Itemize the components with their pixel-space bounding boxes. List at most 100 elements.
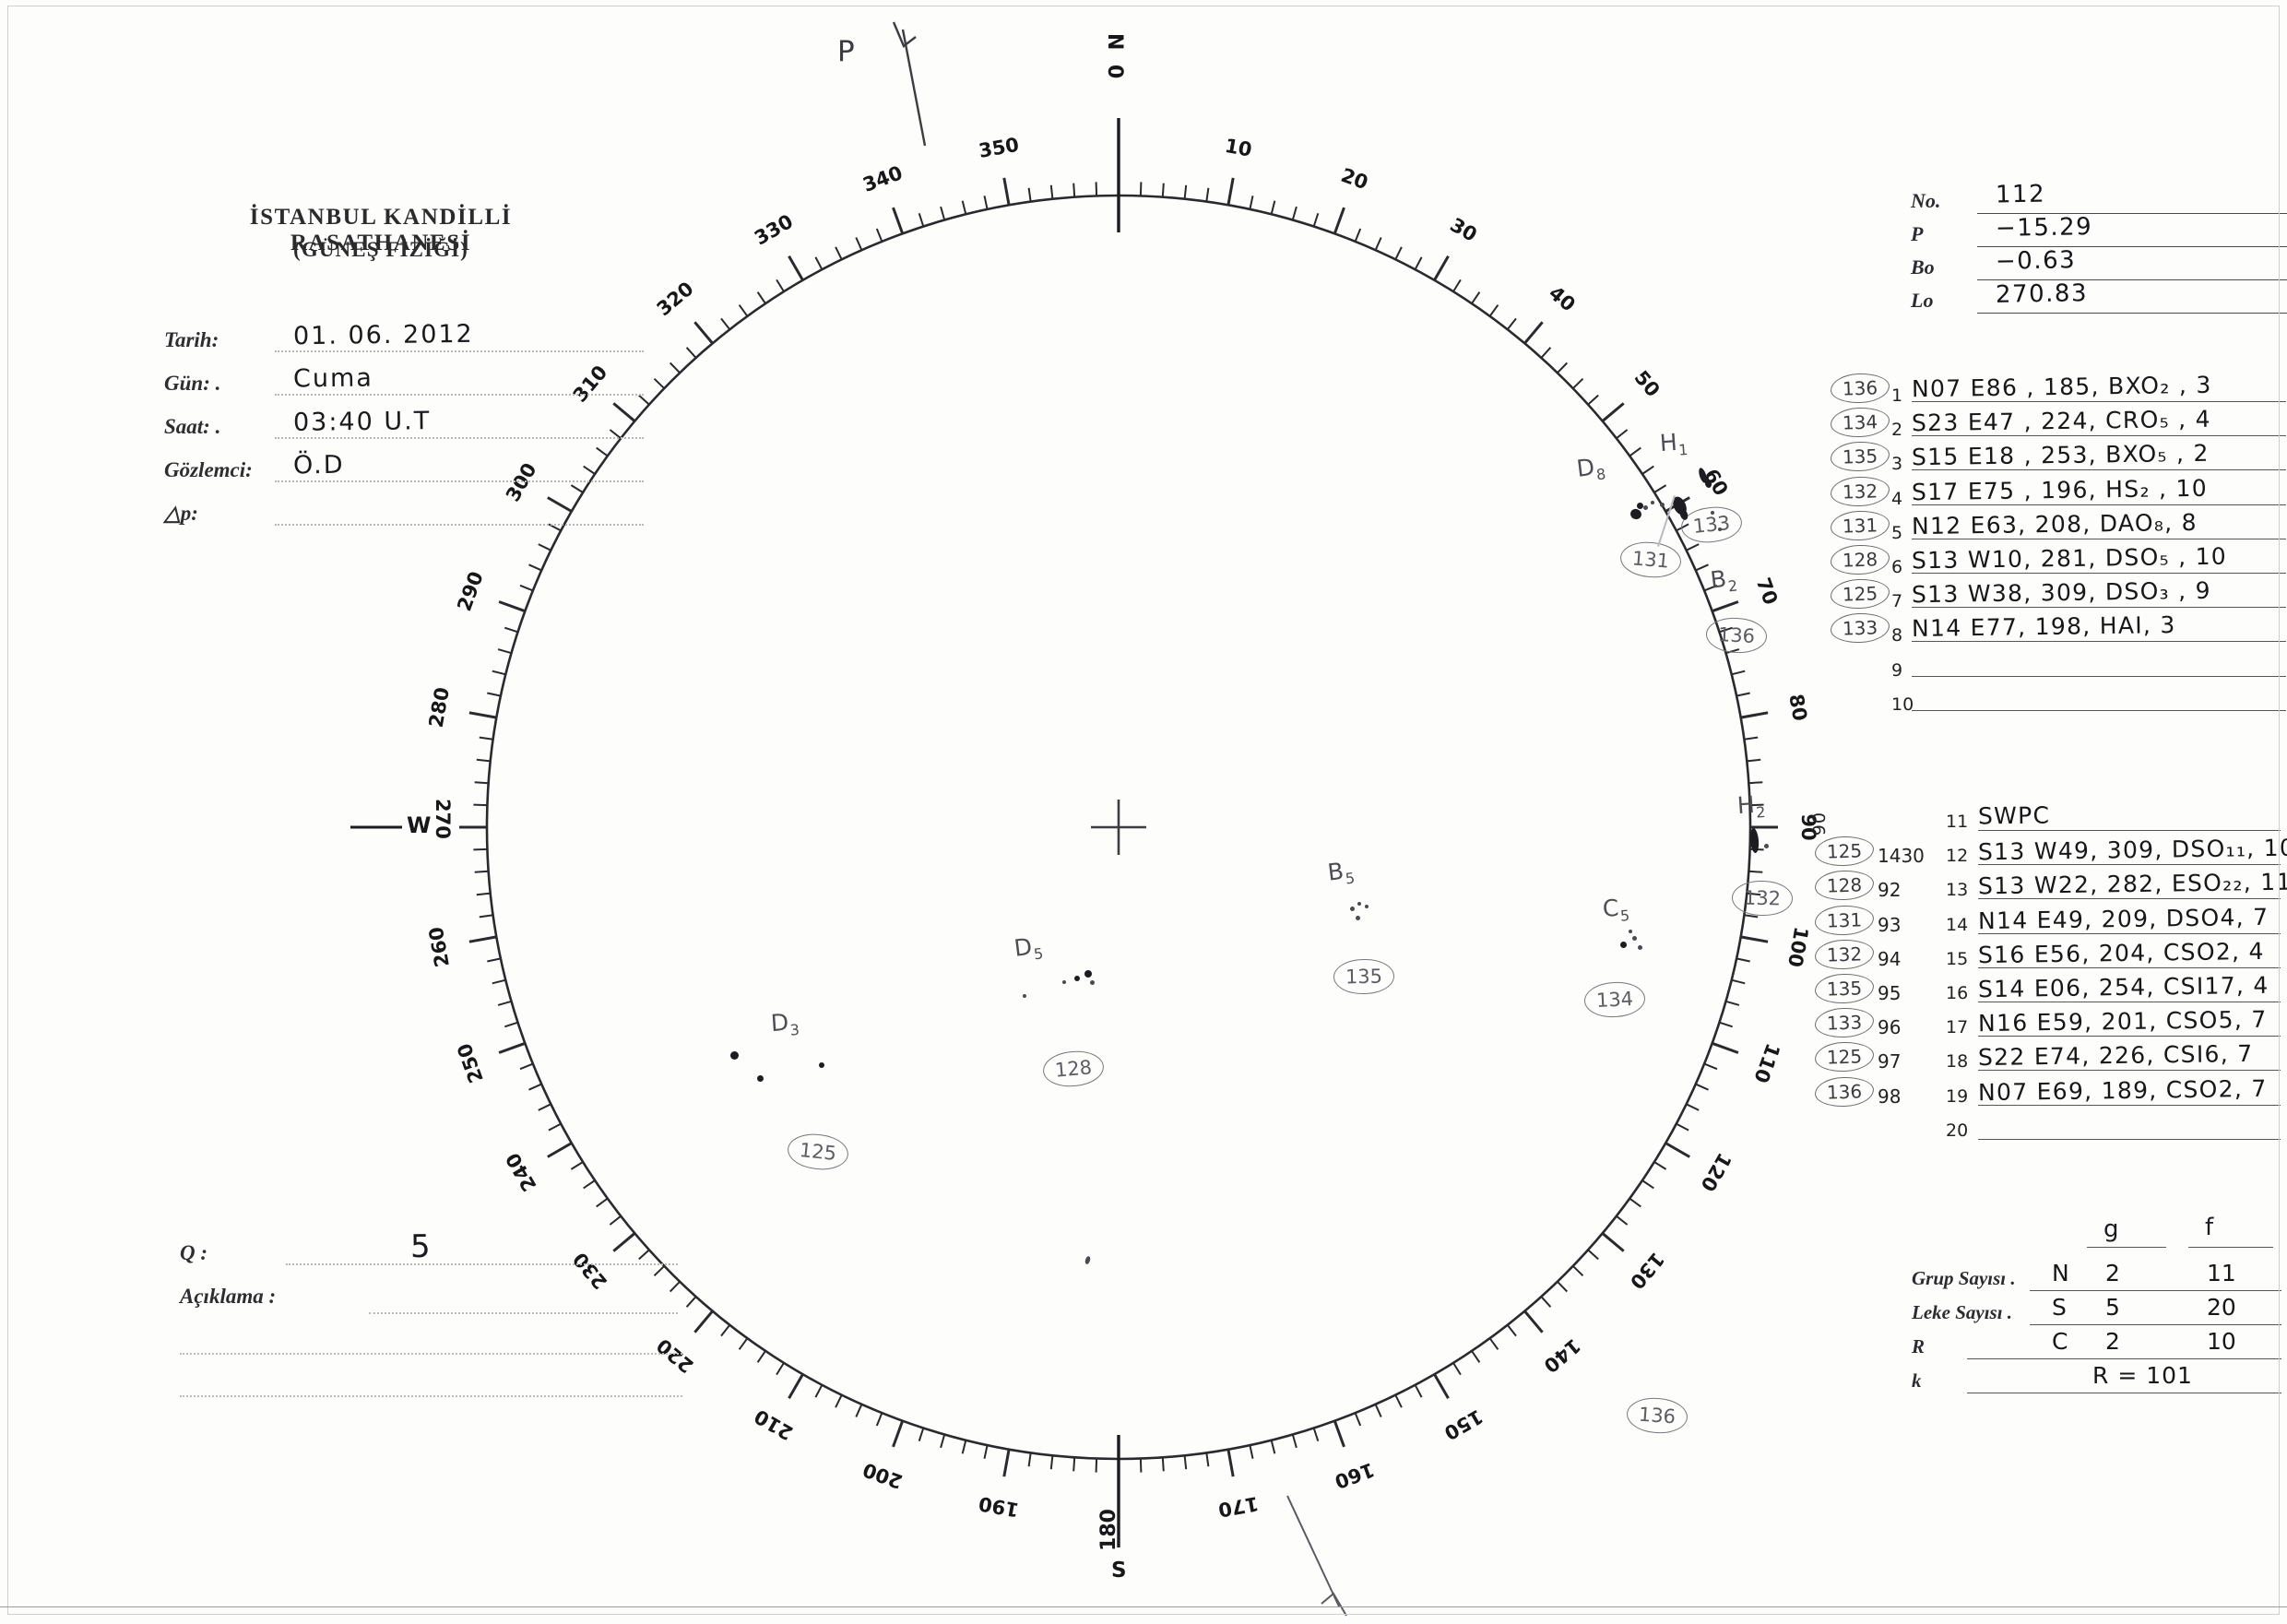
position-angle-arrow-south — [1286, 1495, 1347, 1617]
table-row: 125 7 S13 W38, 309, DSO₃ , 9 — [1830, 576, 2286, 613]
ephemeris-value-1[interactable]: −15.29 — [1995, 213, 2093, 243]
summary-hemisphere-0[interactable]: N — [2052, 1260, 2069, 1286]
group-number-badge[interactable]: 131 — [1814, 904, 1875, 936]
group-number-badge[interactable]: 131 — [1830, 509, 1890, 541]
row-entry-text[interactable]: S13 W38, 309, DSO₃ , 9 — [1911, 576, 2212, 609]
summary-g-0[interactable]: 2 — [2105, 1260, 2120, 1286]
swpc-number: 98 — [1878, 1085, 1902, 1108]
form-value-1[interactable]: Cuma — [292, 363, 373, 394]
sunspot-mark — [1357, 902, 1361, 906]
group-number-badge[interactable]: 136 — [1830, 372, 1890, 405]
form-value-2[interactable]: 03:40 U.T — [292, 407, 432, 437]
row-entry-text[interactable]: S13 W10, 281, DSO₅ , 10 — [1911, 542, 2228, 575]
row-entry-text[interactable]: N14 E49, 209, DSO4, 7 — [1977, 903, 2269, 934]
row-index: 5 — [1891, 522, 1903, 543]
row-index: 1 — [1891, 385, 1903, 406]
svg-text:200: 200 — [859, 1458, 905, 1493]
table-row: 133 96 17 N16 E59, 201, CSO5, 7 — [1807, 1005, 2281, 1042]
row-entry-text[interactable]: S13 W49, 309, DSO₁₁, 10 — [1977, 834, 2287, 866]
group-number-badge[interactable]: 132 — [1830, 475, 1890, 507]
form-value-0[interactable]: 01. 06. 2012 — [292, 319, 474, 351]
group-number-badge[interactable]: 135 — [1830, 441, 1890, 473]
ephemeris-label-3: Lo — [1911, 289, 1934, 312]
table-row: 131 93 14 N14 E49, 209, DSO4, 7 — [1807, 903, 2281, 940]
group-number-badge[interactable]: 133 — [1814, 1007, 1875, 1039]
svg-text:280: 280 — [425, 685, 454, 729]
summary-hemisphere-1[interactable]: S — [2052, 1294, 2067, 1321]
svg-text:90: 90 — [1797, 813, 1819, 840]
summary-f-2[interactable]: 10 — [2207, 1328, 2236, 1355]
summary-g-2[interactable]: 2 — [2105, 1328, 2120, 1355]
svg-text:160: 160 — [1332, 1458, 1377, 1493]
row-entry-text[interactable]: N12 E63, 208, DAO₈, 8 — [1911, 508, 2198, 539]
row-rule — [1978, 932, 2281, 934]
svg-text:250: 250 — [453, 1040, 488, 1085]
form-row-1: Gün: . Cuma — [164, 363, 644, 409]
position-angle-arrow — [892, 21, 927, 147]
row-entry-text[interactable]: S16 E56, 204, CSO2, 4 — [1977, 937, 2265, 968]
sunspot-mark — [1643, 505, 1648, 510]
row-index: 12 — [1946, 846, 1969, 867]
west-270-label: 270 — [432, 799, 454, 839]
q-value[interactable]: 5 — [409, 1227, 433, 1266]
table-row: 128 6 S13 W10, 281, DSO₅ , 10 — [1830, 542, 2286, 579]
summary-f-1[interactable]: 20 — [2207, 1294, 2236, 1321]
row-entry-text[interactable]: N14 E77, 198, HAI, 3 — [1911, 611, 2176, 643]
table-row: 132 94 15 S16 E56, 204, CSO2, 4 — [1807, 937, 2281, 974]
group-number-badge[interactable]: 125 — [1814, 1041, 1875, 1073]
ephemeris-value-0[interactable]: 112 — [1995, 180, 2046, 209]
row-entry-text[interactable]: N16 E59, 201, CSO5, 7 — [1977, 1005, 2268, 1037]
ephemeris-value-3[interactable]: 270.83 — [1995, 279, 2089, 309]
form-dotted-line-2 — [275, 437, 644, 439]
table-row: 133 8 N14 E77, 198, HAI, 3 — [1830, 611, 2286, 647]
summary-wide-value[interactable]: R = 101 — [2092, 1362, 2193, 1389]
ephemeris-rule-3 — [1977, 313, 2287, 314]
group-number-badge[interactable]: 135 — [1814, 972, 1875, 1005]
group-letter: H — [1658, 428, 1679, 457]
north-zero-text: 0 — [1103, 65, 1126, 79]
row-index: 19 — [1946, 1085, 1969, 1107]
row-entry-text[interactable]: S22 E74, 226, CSI6, 7 — [1977, 1040, 2254, 1072]
group-number-badge[interactable]: 132 — [1814, 938, 1875, 970]
form-value-3[interactable]: Ö.D — [292, 450, 345, 480]
summary-row-1: Leke Sayısı . S 5 20 — [1912, 1294, 2281, 1330]
group-number-badge[interactable]: 125 — [1830, 578, 1890, 610]
sunspot-mark — [819, 1062, 824, 1068]
form-row-0: Tarih: 01. 06. 2012 — [164, 319, 644, 366]
row-rule — [1912, 709, 2286, 711]
ephemeris-value-2[interactable]: −0.63 — [1995, 246, 2077, 276]
summary-hemisphere-2[interactable]: C — [2052, 1328, 2068, 1355]
svg-text:10: 10 — [1223, 135, 1253, 161]
row-rule — [1978, 864, 2281, 866]
group-number-badge[interactable]: 125 — [1814, 836, 1875, 868]
row-entry-text[interactable]: S14 E06, 254, CSI17, 4 — [1977, 971, 2269, 1003]
form-dotted-line-0 — [275, 350, 644, 352]
row-entry-text[interactable]: S23 E47 , 224, CRO₅ , 4 — [1911, 405, 2212, 437]
group-number-badge[interactable]: 134 — [1830, 407, 1890, 439]
row-index: 15 — [1946, 948, 1969, 969]
summary-f-0[interactable]: 11 — [2207, 1260, 2236, 1286]
group-number-badge[interactable]: 128 — [1814, 870, 1875, 902]
sunspot-mark — [1356, 916, 1360, 920]
form-dotted-line-1 — [275, 394, 644, 396]
row-entry-text[interactable]: S13 W22, 282, ESO₂₂, 11 — [1977, 868, 2287, 900]
group-number-badge[interactable]: 133 — [1830, 612, 1890, 645]
svg-text:220: 220 — [653, 1334, 698, 1378]
form-label-1: Gün: . — [164, 372, 221, 395]
svg-text:110: 110 — [1749, 1040, 1784, 1085]
row-entry-text[interactable]: N07 E69, 189, CSO2, 7 — [1977, 1074, 2268, 1106]
summary-g-1[interactable]: 5 — [2105, 1294, 2120, 1321]
row-index: 7 — [1891, 591, 1903, 612]
row-entry-text[interactable]: S17 E75 , 196, HS₂ , 10 — [1911, 474, 2209, 505]
form-label-0: Tarih: — [164, 328, 219, 351]
group-number-badge[interactable]: 128 — [1830, 543, 1890, 576]
row-rule — [1912, 401, 2286, 402]
row-entry-text[interactable]: SWPC — [1977, 801, 2051, 830]
group-number-badge[interactable]: 136 — [1814, 1075, 1875, 1108]
row-rule — [1978, 1104, 2281, 1106]
row-entry-text[interactable]: S15 E18 , 253, BXO₅ , 2 — [1911, 440, 2210, 471]
row-entry-text[interactable]: N07 E86 , 185, BXO₂ , 3 — [1911, 371, 2212, 403]
form-row-3: Gözlemci: Ö.D — [164, 450, 644, 496]
disk-group-number-badge[interactable]: 132 — [1731, 880, 1794, 917]
